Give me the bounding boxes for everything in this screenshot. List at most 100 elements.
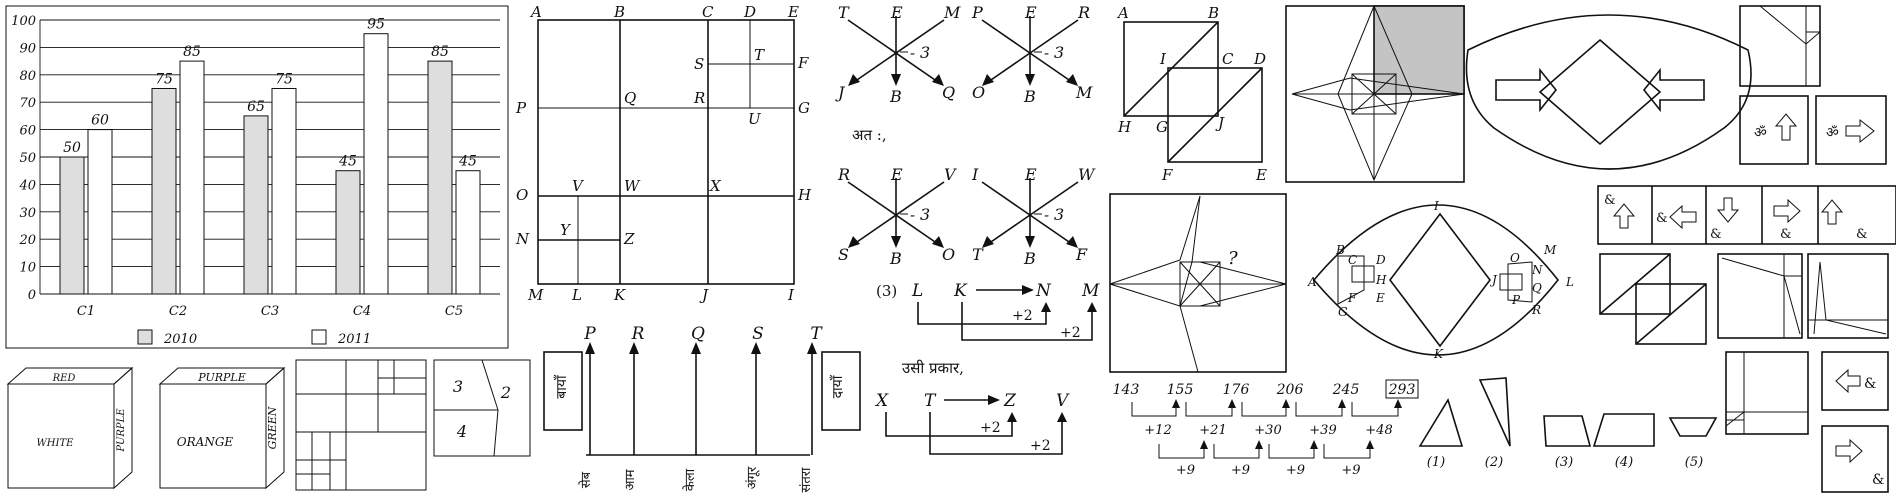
seq1-N: N <box>1035 281 1052 301</box>
fruit-mango: आम <box>623 469 638 490</box>
diamond-label: R <box>1531 303 1541 317</box>
parallelogram-figure: A B I C D H G J F E <box>1116 4 1267 184</box>
y-tick-label: 80 <box>19 69 36 84</box>
strip-amp-1: & <box>1604 193 1616 208</box>
x-tick-label: C1 <box>77 304 95 319</box>
symbol-box-2: ॐ <box>1815 95 1887 165</box>
cube2-side-label: GREEN <box>266 406 279 449</box>
left-box-label: बायाँ <box>553 374 570 398</box>
chart-bars <box>59 33 481 295</box>
bar-2011-C1 <box>87 129 113 295</box>
bar-value-label: 50 <box>63 140 81 156</box>
seq2-V: V <box>1056 391 1070 411</box>
series-diff2: +9 <box>1286 463 1305 478</box>
series-term: 143 <box>1113 382 1140 398</box>
y-tick-label: 100 <box>11 14 36 29</box>
arrow-diagram-1: T E M J B Q - 3 <box>835 3 961 106</box>
grid-label-R: R <box>693 89 705 107</box>
para-C: C <box>1222 50 1234 68</box>
arrow-label-br: O <box>942 245 955 264</box>
para-I: I <box>1159 50 1167 68</box>
bar-2010-C2 <box>151 88 177 295</box>
series-diff2: +9 <box>1341 463 1360 478</box>
option-3-label: (3) <box>876 282 897 300</box>
shape-option-2 <box>1478 377 1511 447</box>
chart-gridlines <box>39 19 500 295</box>
arrow-label-tr: V <box>944 165 957 184</box>
diamond-label: H <box>1375 273 1387 287</box>
cube1-side-label: PURPLE <box>116 408 127 453</box>
overlap-squares <box>1599 253 1707 345</box>
chart-x-ticks: C1 C2 C3 C4 C5 <box>77 304 463 319</box>
arrow-label-br: Q <box>942 83 955 102</box>
x-tick-label: C3 <box>261 304 279 319</box>
arrow-label-bottom: B <box>1023 87 1036 106</box>
arrow-label-top: E <box>1024 3 1037 22</box>
diamond-label: I <box>1433 199 1439 213</box>
cube2-top-label: PURPLE <box>197 371 246 384</box>
fruit-top-S: S <box>752 324 764 344</box>
diamond-label: B <box>1335 243 1345 257</box>
shape-options: (1) (2) (3) (4) (5) <box>1418 377 1718 470</box>
legend-swatch-2011 <box>311 329 327 345</box>
series-diff2: +9 <box>1231 463 1250 478</box>
arrow-label-tl: I <box>971 165 979 184</box>
symbol-box-4: & <box>1821 425 1889 493</box>
series-term: 176 <box>1223 382 1250 398</box>
arrow-number: 3 <box>1054 43 1064 62</box>
square-with-lines <box>1725 351 1809 435</box>
arrow-label-top: E <box>890 165 903 184</box>
arrow-label-tr: W <box>1078 165 1096 184</box>
arrow-diagram-3: R E V S B O - 3 <box>837 165 957 268</box>
grid-label-M: M <box>527 286 544 304</box>
star-square-question: ? <box>1109 193 1287 373</box>
legend-label-2011: 2011 <box>337 332 371 347</box>
star-square-top <box>1285 5 1465 183</box>
cube-1: RED PURPLE WHITE <box>6 366 134 490</box>
bar-value-label: 75 <box>155 72 173 88</box>
grid-label-W: W <box>624 177 641 195</box>
y-tick-label: 10 <box>19 261 36 276</box>
arrow-label-tl: R <box>837 165 850 184</box>
letter-sequence-2: उसी प्रकार, X T Z V +2 +2 <box>874 359 1070 455</box>
arrow-label-bl: T <box>972 245 984 264</box>
arrow-diagram-4: I E W T B F - 3 <box>971 165 1096 268</box>
split-square-3: 3 <box>453 377 463 396</box>
shape-label-4: (4) <box>1615 455 1633 470</box>
arrow-label-bottom: B <box>889 87 902 106</box>
diamond-label: L <box>1565 275 1574 289</box>
bar-2011-C2 <box>179 60 205 295</box>
bar-value-label: 65 <box>247 99 265 115</box>
ata-text: अत :, <box>852 126 887 144</box>
arrow-number: 3 <box>920 205 930 224</box>
seq2-X: X <box>874 391 889 411</box>
grid-label-V: V <box>572 177 585 195</box>
diamond-label: O <box>1510 251 1520 265</box>
arrow-label-bottom: B <box>1023 249 1036 268</box>
diamond-label: D <box>1375 253 1386 267</box>
bar-value-label: 75 <box>275 72 293 88</box>
grid-label-C: C <box>702 3 714 21</box>
grid-label-A: A <box>529 3 542 21</box>
box4-amp: & <box>1872 472 1884 488</box>
seq1-plus-a: +2 <box>1012 308 1033 324</box>
seq1-L: L <box>911 281 923 301</box>
arrow-label-tl: P <box>971 3 983 22</box>
diamond-label: C <box>1348 253 1357 267</box>
om-symbol-1: ॐ <box>1754 125 1767 141</box>
arrow-label-top: E <box>890 3 903 22</box>
bar-2011-C5 <box>455 170 481 295</box>
om-symbol-2: ॐ <box>1826 125 1839 141</box>
shape-option-3 <box>1543 415 1592 447</box>
series-term: 293 <box>1388 382 1416 398</box>
y-tick-label: 60 <box>19 124 36 139</box>
cube2-front-label: ORANGE <box>177 435 234 449</box>
seq1-M: M <box>1081 281 1100 301</box>
small-square-2 <box>1717 253 1803 339</box>
shape-option-4 <box>1592 413 1655 447</box>
y-tick-label: 90 <box>19 41 36 56</box>
grid-label-X: X <box>709 177 722 195</box>
arrow-label-bl: J <box>835 83 846 102</box>
